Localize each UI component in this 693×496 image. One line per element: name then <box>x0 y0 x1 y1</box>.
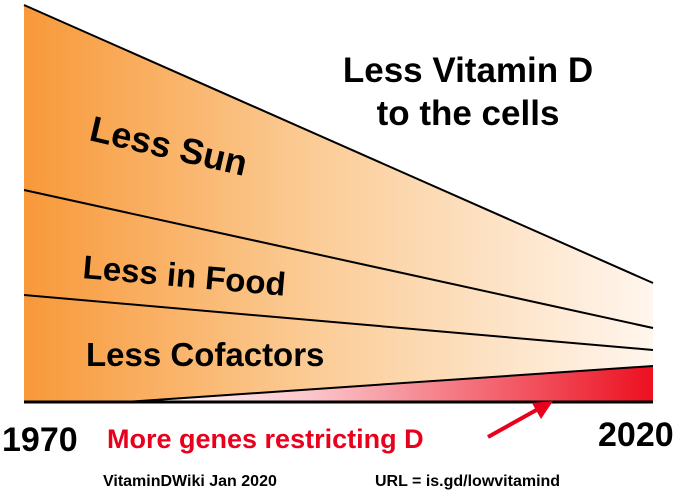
sun-food-divider <box>23 189 654 329</box>
food-cofactor-divider <box>23 294 654 351</box>
footer-url: URL = is.gd/lowvitamind <box>375 473 560 490</box>
arrow-icon <box>487 401 553 439</box>
start-year: 1970 <box>2 421 78 459</box>
footer-source: VitaminDWiki Jan 2020 <box>103 473 277 490</box>
end-year: 2020 <box>598 416 674 454</box>
vitamin-d-wedge <box>24 5 653 402</box>
band-label-less-cofactors: Less Cofactors <box>86 336 324 373</box>
title-line-1: Less Vitamin D <box>343 51 593 90</box>
genes-edge-line <box>124 365 654 403</box>
top-edge-line <box>23 4 654 284</box>
title-line-2: to the cells <box>377 94 560 133</box>
genes-label: More genes restricting D <box>107 424 424 454</box>
